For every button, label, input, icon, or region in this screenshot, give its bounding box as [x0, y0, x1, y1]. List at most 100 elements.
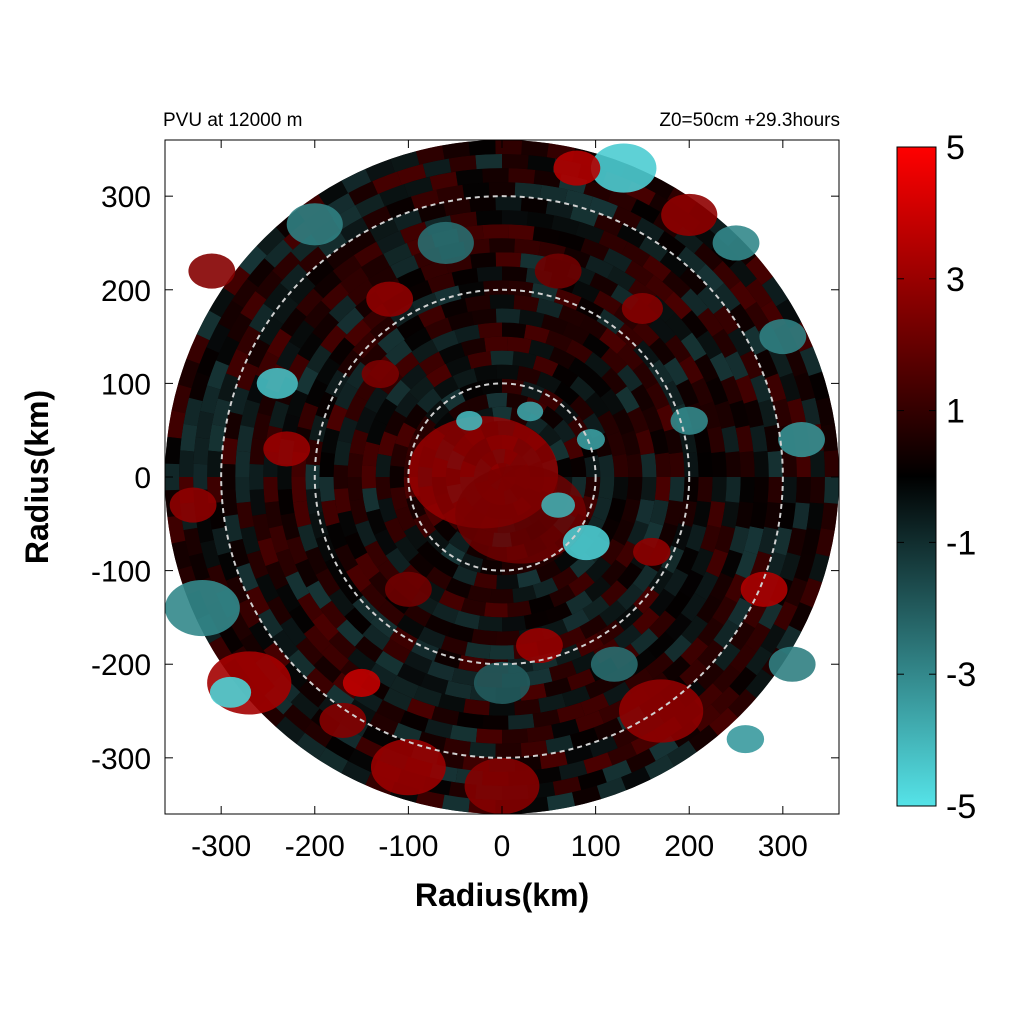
field-cell: [739, 477, 755, 503]
field-cell: [362, 487, 380, 513]
field-cell: [538, 693, 566, 713]
field-cell: [520, 740, 548, 758]
field-cell: [255, 573, 280, 603]
field-cell: [514, 238, 541, 256]
field-cell: [713, 282, 741, 312]
field-cell: [265, 561, 289, 591]
field-cell: [664, 291, 692, 320]
field-cell: [621, 430, 641, 456]
field-cell: [490, 588, 514, 604]
field-cell: [394, 422, 417, 448]
field-cell: [525, 667, 553, 687]
field-cell: [484, 602, 508, 618]
field-cell: [200, 385, 221, 415]
field-cell: [600, 580, 628, 607]
field-cell: [640, 477, 657, 502]
field-cell: [440, 635, 468, 656]
field-cell: [288, 320, 315, 349]
field-cell: [306, 580, 332, 610]
field-cell: [305, 379, 328, 408]
field-cell: [507, 600, 532, 618]
field-cell: [697, 307, 724, 337]
field-cell: [735, 425, 754, 453]
colorbar: [896, 146, 937, 807]
field-cell: [418, 626, 446, 650]
x-tick-label: -300: [191, 830, 251, 863]
y-tick-label: 100: [101, 368, 151, 401]
field-cell: [630, 628, 659, 655]
field-cell: [720, 549, 743, 579]
field-cell: [215, 336, 240, 366]
field-cell: [603, 681, 633, 706]
field-cell: [248, 303, 275, 333]
field-cell: [223, 514, 243, 543]
field-cell: [328, 295, 357, 323]
field-cell: [641, 405, 664, 433]
field-cell: [489, 294, 515, 309]
field-cell: [680, 592, 707, 622]
field-cell: [697, 617, 724, 647]
field-cell: [823, 477, 839, 504]
field-cell: [236, 501, 255, 530]
field-cell: [744, 301, 771, 332]
field-cell: [707, 426, 726, 453]
field-cell: [217, 300, 244, 330]
field-cell: [656, 230, 686, 258]
field-cell: [565, 590, 593, 615]
field-cell: [728, 688, 757, 718]
field-cell: [533, 169, 562, 188]
x-tick-label: 200: [664, 830, 714, 863]
field-cell: [368, 662, 397, 688]
pv-anomaly: [726, 725, 765, 754]
field-cell: [709, 352, 734, 382]
field-cell: [755, 349, 779, 379]
field-cell: [599, 600, 627, 627]
field-cell: [570, 205, 599, 227]
field-cell: [346, 229, 376, 255]
chart-title-right: Z0=50cm +29.3hours: [659, 110, 840, 131]
field-cell: [664, 427, 683, 455]
field-cell: [463, 698, 490, 716]
field-cell: [694, 571, 719, 601]
field-cell: [245, 586, 270, 616]
field-cell: [475, 210, 502, 226]
field-cell: [572, 785, 602, 806]
field-cell: [815, 528, 835, 557]
field-cell: [337, 510, 358, 538]
field-cell: [749, 424, 768, 453]
field-cell: [360, 253, 390, 279]
pv-anomaly: [342, 668, 381, 697]
field-cell: [217, 373, 240, 403]
field-cell: [729, 621, 756, 651]
field-cell: [624, 260, 654, 287]
field-cell: [612, 408, 635, 435]
field-cell: [794, 372, 816, 402]
field-cell: [552, 566, 579, 591]
field-cell: [596, 619, 625, 646]
field-cell: [750, 551, 772, 580]
field-cell: [458, 281, 485, 300]
field-cell: [551, 215, 580, 236]
field-cell: [648, 359, 674, 388]
field-cell: [598, 454, 615, 477]
field-cell: [361, 465, 377, 489]
field-cell: [571, 280, 600, 303]
field-cell: [393, 722, 422, 745]
field-cell: [268, 525, 290, 554]
field-cell: [390, 151, 420, 173]
field-cell: [369, 218, 399, 242]
field-cell: [256, 227, 286, 256]
field-cell: [502, 266, 528, 282]
field-cell: [369, 612, 398, 639]
field-cell: [647, 631, 676, 659]
field-cell: [562, 608, 590, 633]
colorbar-tick-label: 5: [946, 129, 965, 167]
field-cell: [445, 577, 472, 599]
field-cell: [365, 159, 395, 182]
field-cell: [642, 255, 672, 282]
field-cell: [795, 477, 811, 504]
pv-anomaly: [778, 422, 825, 458]
field-cell: [452, 368, 478, 389]
field-cell: [592, 496, 613, 522]
field-cell: [697, 639, 725, 669]
